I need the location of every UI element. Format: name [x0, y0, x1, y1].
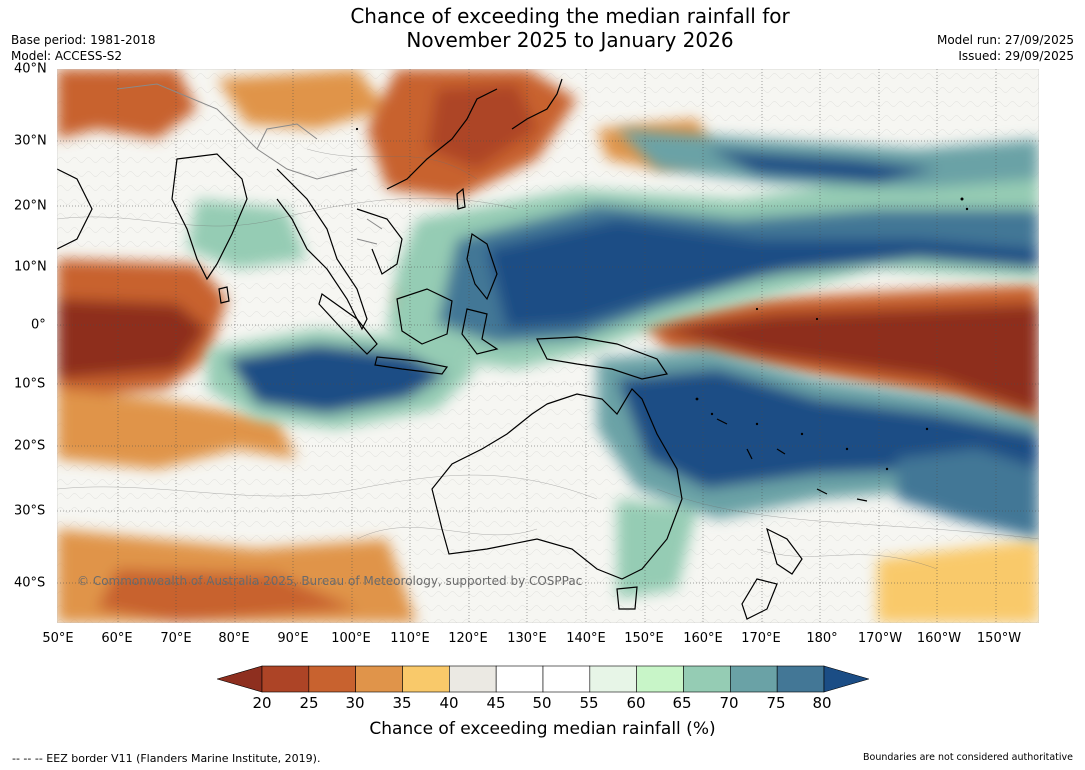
issued-date: Issued: 29/09/2025	[958, 49, 1074, 63]
colorbar-tick: 65	[672, 694, 692, 712]
lat-label: 40°N	[14, 61, 47, 77]
colorbar	[217, 665, 869, 693]
colorbar-swatch	[261, 665, 310, 693]
new-zealand-coastline	[741, 527, 803, 620]
base-period: Base period: 1981-2018	[11, 33, 156, 47]
southeast-asia-coastline	[276, 168, 368, 331]
sumatra-coastline	[318, 293, 378, 355]
colorbar-tick: 60	[626, 694, 646, 712]
map-title: Chance of exceeding the median rainfall …	[0, 4, 1085, 52]
new-guinea-coastline	[536, 336, 668, 380]
lon-label: 180°	[806, 631, 838, 646]
colorbar-tick: 70	[719, 694, 739, 712]
tasmania-coastline	[616, 586, 638, 610]
lon-label: 50°E	[42, 631, 74, 646]
borders	[116, 83, 383, 245]
java-coastline	[374, 356, 449, 375]
lat-label: 20°S	[14, 438, 46, 454]
lat-label: 20°N	[14, 198, 47, 214]
colorbar-label: Chance of exceeding median rainfall (%)	[369, 719, 716, 739]
lat-label: 40°S	[14, 575, 46, 591]
boundary-disclaimer: Boundaries are not considered authoritat…	[863, 752, 1073, 763]
india-coastline	[171, 153, 248, 281]
colorbar-tick: 35	[392, 694, 412, 712]
lon-label: 170°E	[741, 631, 781, 646]
lon-label: 70°E	[160, 631, 192, 646]
china-coastline	[386, 88, 498, 190]
borneo-coastline	[396, 288, 453, 345]
colorbar-tick: 55	[579, 694, 599, 712]
colorbar-tick: 25	[299, 694, 319, 712]
colorbar-swatch	[589, 665, 637, 693]
lon-label: 150°E	[624, 631, 664, 646]
colorbar-tick: 50	[532, 694, 552, 712]
model-name: Model: ACCESS-S2	[11, 49, 123, 63]
colorbar-swatch	[449, 665, 497, 693]
australia-coastline	[431, 388, 683, 580]
colorbar-swatch	[542, 665, 591, 693]
colorbar-tick: 45	[486, 694, 506, 712]
colorbar-tick: 20	[252, 694, 272, 712]
colorbar-low-arrow	[217, 665, 263, 693]
colorbar-swatch	[402, 665, 450, 693]
lat-label: 30°N	[14, 133, 47, 149]
wet-anomaly-regions	[187, 129, 1039, 599]
lon-label: 140°E	[566, 631, 606, 646]
lon-label: 100°E	[331, 631, 371, 646]
colorbar-swatch	[308, 665, 356, 693]
sri-lanka-coastline	[218, 286, 230, 304]
run-info: Model run: 27/09/2025 Issued: 29/09/2025	[937, 32, 1074, 64]
colorbar-high-arrow	[823, 665, 869, 693]
colorbar-swatch	[636, 665, 684, 693]
pacific-islands	[355, 127, 969, 471]
taiwan-coastline	[456, 187, 466, 210]
colorbar-tick: 30	[345, 694, 365, 712]
lon-label: 170°W	[857, 631, 903, 646]
graticule	[57, 69, 1039, 623]
lon-label: 60°E	[101, 631, 133, 646]
coastlines	[57, 78, 868, 620]
colorbar-tick: 75	[766, 694, 786, 712]
lon-label: 120°E	[448, 631, 488, 646]
japan-coastline	[511, 78, 563, 130]
copyright-text: © Commonwealth of Australia 2025, Bureau…	[77, 574, 582, 588]
model-run: Model run: 27/09/2025	[936, 33, 1074, 47]
lon-label: 80°E	[218, 631, 250, 646]
colorbar-swatch	[776, 665, 825, 693]
colorbar-swatch	[683, 665, 731, 693]
lat-label: 10°S	[14, 376, 46, 392]
lat-label: 0°	[31, 317, 46, 333]
lon-label: 110°E	[390, 631, 430, 646]
lat-label: 10°N	[14, 259, 47, 275]
contour-lines	[57, 148, 1039, 570]
eez-border-note: -- -- -- EEZ border V11 (Flanders Marine…	[12, 752, 321, 765]
lat-label: 30°S	[14, 503, 46, 519]
title-line-2: November 2025 to January 2026	[406, 28, 734, 52]
lon-label: 90°E	[277, 631, 309, 646]
colorbar-swatch	[730, 665, 778, 693]
colorbar-tick: 40	[439, 694, 459, 712]
lon-label: 130°E	[507, 631, 547, 646]
colorbar-swatch	[355, 665, 403, 693]
colorbar-swatch	[495, 665, 544, 693]
lon-label: 160°W	[916, 631, 962, 646]
title-line-1: Chance of exceeding the median rainfall …	[350, 4, 790, 28]
rainfall-map: © Commonwealth of Australia 2025, Bureau…	[57, 69, 1039, 623]
colorbar-tick: 80	[812, 694, 832, 712]
philippines-coastline	[466, 233, 498, 301]
model-info: Base period: 1981-2018 Model: ACCESS-S2	[11, 32, 156, 64]
lon-label: 160°E	[683, 631, 723, 646]
lon-label: 150°W	[976, 631, 1022, 646]
